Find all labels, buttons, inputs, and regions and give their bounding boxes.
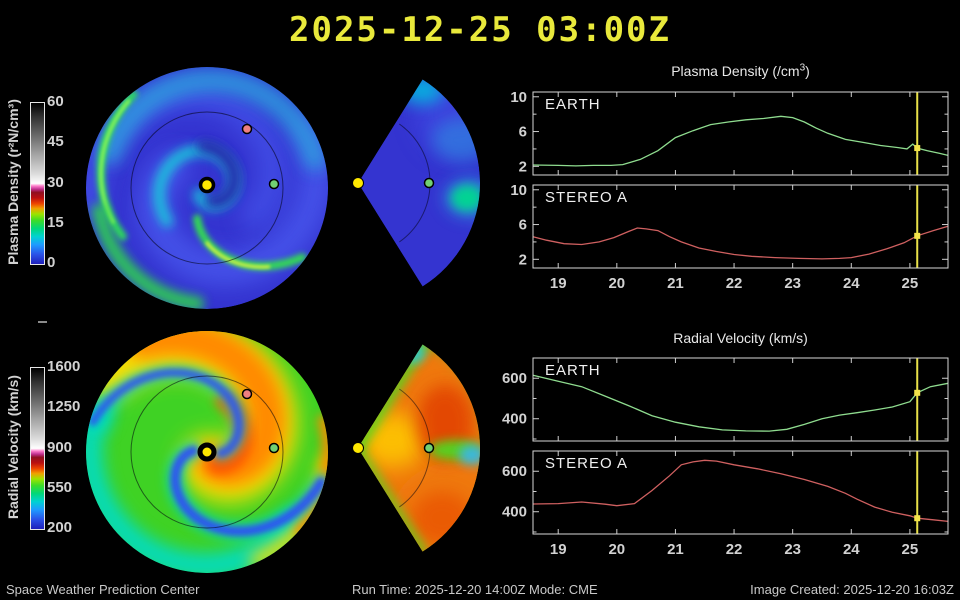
chart-panel-stereo-a: 19 20 21 22 23 24 25 400 600 STEREO A (502, 450, 949, 558)
sun-marker (198, 176, 216, 194)
y-tick-label: 6 (519, 217, 527, 234)
velocity-colorbar-label: Radial Velocity (km/s) (5, 375, 21, 519)
chart-title-velocity: Radial Velocity (km/s) (673, 330, 808, 346)
now-marker (914, 515, 921, 522)
series-line (532, 225, 949, 260)
x-tick-label: 24 (843, 541, 860, 558)
y-tick-label: 2 (519, 158, 527, 175)
sun-marker (352, 442, 364, 454)
earth-marker (423, 442, 435, 454)
colorbar-tick-label: 15 (47, 213, 64, 231)
x-tick-label: 22 (726, 541, 743, 558)
colorbar-tick-label: 1250 (47, 398, 81, 416)
colorbar-tick-label: 1600 (47, 358, 81, 375)
colorbar-tick-label: 200 (47, 519, 73, 536)
x-tick-label: 24 (843, 275, 860, 292)
colorbar-tick-label: 30 (47, 173, 64, 191)
earth-marker (423, 177, 435, 189)
x-tick-label: 19 (550, 275, 567, 292)
y-tick-label: 10 (510, 89, 527, 106)
x-tick-label: 23 (784, 275, 801, 292)
earth-marker (268, 178, 280, 190)
sun-marker (352, 177, 364, 189)
y-tick-label: 600 (502, 463, 527, 480)
panel-border (532, 91, 949, 176)
orbit-ring (130, 375, 284, 529)
density-colorbar-gradient (30, 102, 45, 265)
status-run-time: Run Time: 2025-12-20 14:00Z Mode: CME (351, 581, 598, 597)
now-marker (914, 389, 921, 396)
orbit-ring (130, 111, 284, 265)
status-agency: Space Weather Prediction Center (6, 581, 200, 597)
series-line (532, 115, 949, 167)
x-tick-label: 20 (608, 275, 625, 292)
density-map (86, 67, 328, 309)
velocity-meridional-wedge (352, 344, 481, 552)
colorbar-tick-label: 60 (47, 93, 64, 110)
x-tick-label: 21 (667, 275, 684, 292)
x-tick-label: 25 (902, 541, 919, 558)
panel-series-label: EARTH (545, 96, 601, 113)
timestamp-title: 2025-12-25 03:00Z (289, 10, 671, 50)
now-marker (914, 145, 921, 152)
colorbar-tick-label: 900 (47, 438, 73, 456)
series-line (532, 459, 949, 523)
status-image-created: Image Created: 2025-12-20 16:03Z (750, 581, 954, 597)
x-tick-label: 21 (667, 541, 684, 558)
panel-series-label: STEREO A (545, 189, 628, 206)
y-tick-label: 6 (519, 124, 527, 141)
panel-series-label: STEREO A (545, 455, 628, 472)
now-marker (914, 232, 921, 239)
x-tick-label: 20 (608, 541, 625, 558)
chart-panel-earth: 400 600 EARTH (502, 357, 949, 442)
series-line (532, 374, 949, 432)
panel-border (532, 184, 949, 269)
panel-series-label: EARTH (545, 362, 601, 379)
stereo-a-marker (241, 388, 253, 400)
panel-border (532, 450, 949, 535)
density-colorbar-label: Plasma Density (r²N/cm³) (5, 99, 21, 265)
chart-title-density: Plasma Density (/cm3) (671, 62, 810, 79)
y-tick-label: 400 (502, 504, 527, 521)
y-tick-label: 400 (502, 411, 527, 428)
y-tick-label: 2 (519, 251, 527, 268)
stray-dash (38, 321, 47, 323)
x-tick-label: 19 (550, 541, 567, 558)
stereo-a-marker (241, 123, 253, 135)
y-tick-label: 600 (502, 370, 527, 387)
panel-border (532, 357, 949, 442)
earth-marker (268, 442, 280, 454)
colorbar-tick-label: 45 (47, 133, 64, 151)
density-meridional-wedge (352, 79, 481, 287)
status-bar: Space Weather Prediction Center Run Time… (0, 578, 960, 600)
x-tick-label: 22 (726, 275, 743, 292)
chart-panel-earth: 2 6 10 EARTH (510, 89, 949, 176)
sun-marker (197, 442, 217, 462)
y-tick-label: 10 (510, 182, 527, 199)
x-tick-label: 23 (784, 541, 801, 558)
x-tick-label: 25 (902, 275, 919, 292)
velocity-map (86, 331, 328, 573)
colorbar-tick-label: 550 (47, 478, 73, 496)
colorbar-tick-label: 0 (47, 254, 56, 271)
velocity-colorbar-gradient (30, 367, 45, 530)
